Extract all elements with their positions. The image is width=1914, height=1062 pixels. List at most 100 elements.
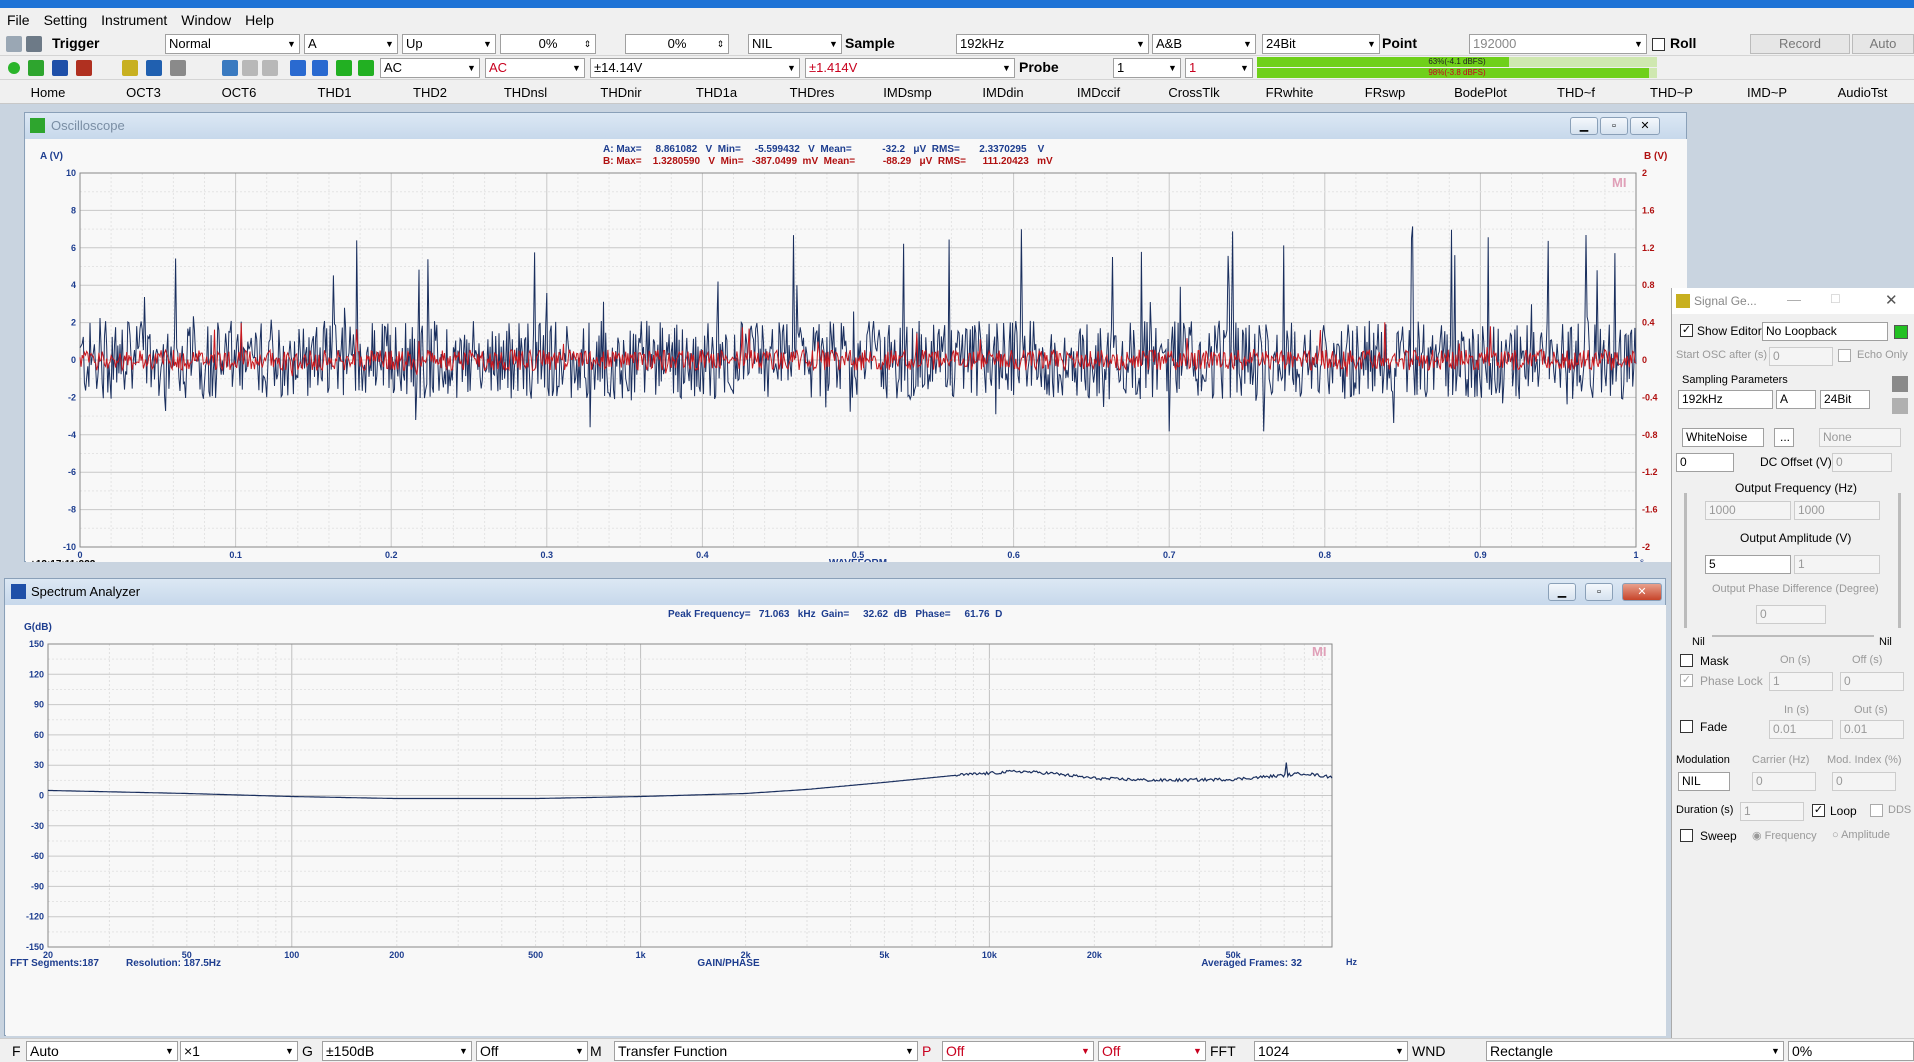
phase-select[interactable]: Off ▼	[942, 1041, 1094, 1061]
tab-imddin[interactable]: IMDdin	[982, 85, 1024, 100]
gen-channel-select[interactable]: A	[1776, 390, 1816, 409]
sweep-checkbox[interactable]	[1680, 829, 1693, 842]
tab-thdnsl[interactable]: THDnsl	[503, 85, 548, 100]
bit-depth-select[interactable]: 24Bit ▼	[1262, 34, 1380, 54]
oscilloscope-titlebar[interactable]: Oscilloscope	[25, 113, 1686, 139]
probe-icon[interactable]	[290, 60, 306, 76]
tab-oct3[interactable]: OCT3	[126, 85, 161, 100]
generator-icon[interactable]	[122, 60, 138, 76]
tab-thd1a[interactable]: THD1a	[695, 85, 738, 100]
gen-sample-rate-select[interactable]: 192kHz	[1678, 390, 1773, 409]
amplitude-radio[interactable]: ○ Amplitude	[1832, 829, 1891, 841]
close-button[interactable]: ✕	[1622, 583, 1662, 601]
spectrum-plot[interactable]: Peak Frequency= 71.063 kHz Gain= 32.62 d…	[6, 605, 1666, 1036]
mask-on-input[interactable]: 1	[1769, 672, 1833, 691]
spectrum-icon[interactable]	[52, 60, 68, 76]
tab-thd-p[interactable]: THD~P	[1650, 85, 1693, 100]
tab-thdnir[interactable]: THDnir	[600, 85, 642, 100]
save-icon[interactable]	[1892, 376, 1908, 392]
tab-frswp[interactable]: FRswp	[1364, 85, 1406, 100]
gain-range-select[interactable]: ±150dB ▼	[322, 1041, 472, 1061]
roll-checkbox[interactable]	[1652, 38, 1665, 51]
tab-crosstlk[interactable]: CrossTlk	[1168, 85, 1220, 100]
frequency-b-input[interactable]: 1000	[1794, 501, 1880, 520]
points-select[interactable]: 192000 ▼	[1469, 34, 1647, 54]
gen-bits-select[interactable]: 24Bit	[1820, 390, 1870, 409]
close-button[interactable]: ✕	[1630, 117, 1660, 135]
dds-icon[interactable]	[146, 60, 162, 76]
channel-b-icon[interactable]	[262, 60, 278, 76]
echo-only-checkbox[interactable]	[1838, 349, 1851, 362]
tab-imd-p[interactable]: IMD~P	[1746, 85, 1788, 100]
oscilloscope-icon[interactable]	[28, 60, 44, 76]
run-indicator-icon[interactable]	[8, 62, 20, 74]
dc-offset-b-input[interactable]: 0	[1832, 453, 1892, 472]
show-editor-checkbox[interactable]: ✓	[1680, 324, 1693, 337]
dc-offset-a-input[interactable]: 0	[1676, 453, 1734, 472]
tab-imdsmp[interactable]: IMDsmp	[883, 85, 932, 100]
waveform-select[interactable]: WhiteNoise	[1682, 428, 1764, 447]
multimeter-icon[interactable]	[76, 60, 92, 76]
save-icon[interactable]	[26, 36, 42, 52]
trigger-edge-select[interactable]: Up ▼	[402, 34, 496, 54]
overlap-select[interactable]: 0%	[1788, 1041, 1914, 1061]
tab-oct6[interactable]: OCT6	[221, 85, 257, 100]
menu-setting[interactable]: Setting	[43, 12, 88, 28]
mask-off-input[interactable]: 0	[1840, 672, 1904, 691]
frequency-radio[interactable]: ◉ Frequency	[1752, 830, 1817, 842]
play-icon[interactable]	[336, 60, 352, 76]
carrier-input[interactable]: 0	[1752, 772, 1816, 791]
minimize-button[interactable]: ▁	[1548, 583, 1576, 601]
coupling-a-select[interactable]: AC ▼	[380, 58, 480, 78]
fft-size-select[interactable]: 1024 ▼	[1254, 1041, 1408, 1061]
start-osc-input[interactable]: 0	[1769, 347, 1833, 366]
tab-thd2[interactable]: THD2	[413, 85, 447, 100]
trigger-nil-select[interactable]: NIL ▼	[748, 34, 842, 54]
trigger-position-input[interactable]: 0% ⇕	[625, 34, 729, 54]
range-a-select[interactable]: ±14.14V ▼	[590, 58, 800, 78]
menu-help[interactable]: Help	[245, 12, 274, 28]
amplitude-a-input[interactable]: 5	[1705, 555, 1791, 574]
sample-rate-select[interactable]: 192kHz ▼	[956, 34, 1149, 54]
minimize-button[interactable]: —	[1787, 291, 1801, 307]
open-folder-icon[interactable]	[6, 36, 22, 52]
mode-select[interactable]: Transfer Function ▼	[614, 1041, 918, 1061]
multiplier-select[interactable]: ×1 ▼	[180, 1041, 298, 1061]
maximize-button[interactable]: ☐	[1830, 292, 1841, 306]
phase-slider[interactable]	[1712, 635, 1874, 637]
close-button[interactable]: ✕	[1885, 292, 1898, 309]
tab-home[interactable]: Home	[30, 85, 66, 100]
amplitude-b-input[interactable]: 1	[1794, 555, 1880, 574]
loop-checkbox[interactable]: ✓	[1812, 804, 1825, 817]
oscilloscope-plot[interactable]: A: Max= 8.861082 V Min= -5.599432 V Mean…	[26, 139, 1687, 570]
fade-in-input[interactable]: 0.01	[1769, 720, 1833, 739]
phase-lock-checkbox[interactable]: ✓	[1680, 674, 1693, 687]
tab-thd1[interactable]: THD1	[317, 85, 352, 100]
speaker-icon[interactable]	[312, 60, 328, 76]
play-once-icon[interactable]	[358, 60, 374, 76]
maximize-button[interactable]: ▫	[1600, 117, 1628, 135]
menu-window[interactable]: Window	[181, 12, 232, 28]
channel-a-icon[interactable]	[242, 60, 258, 76]
fade-out-input[interactable]: 0.01	[1840, 720, 1904, 739]
waveform-b-select[interactable]: None	[1819, 428, 1901, 447]
device-icon[interactable]	[170, 60, 186, 76]
list-icon[interactable]	[1892, 398, 1908, 414]
tab-audiotst[interactable]: AudioTst	[1837, 85, 1888, 100]
phase-option-select[interactable]: Off ▼	[1098, 1041, 1206, 1061]
menu-instrument[interactable]: Instrument	[101, 12, 168, 28]
amplitude-a-slider[interactable]	[1684, 493, 1687, 628]
channels-select[interactable]: A&B ▼	[1152, 34, 1256, 54]
amplitude-b-slider[interactable]	[1898, 493, 1901, 628]
probe-b-select[interactable]: 1 ▼	[1185, 58, 1253, 78]
trigger-channel-select[interactable]: A ▼	[304, 34, 398, 54]
trigger-level-input[interactable]: 0% ⇕	[500, 34, 596, 54]
record-button[interactable]: Record	[1750, 34, 1850, 54]
duration-input[interactable]: 1	[1740, 802, 1804, 821]
frequency-a-input[interactable]: 1000	[1705, 501, 1791, 520]
coupling-b-select[interactable]: AC ▼	[485, 58, 585, 78]
window-function-select[interactable]: Rectangle ▼	[1486, 1041, 1784, 1061]
mask-checkbox[interactable]	[1680, 654, 1693, 667]
minimize-button[interactable]: ▁	[1570, 117, 1598, 135]
auto-button[interactable]: Auto	[1852, 34, 1914, 54]
